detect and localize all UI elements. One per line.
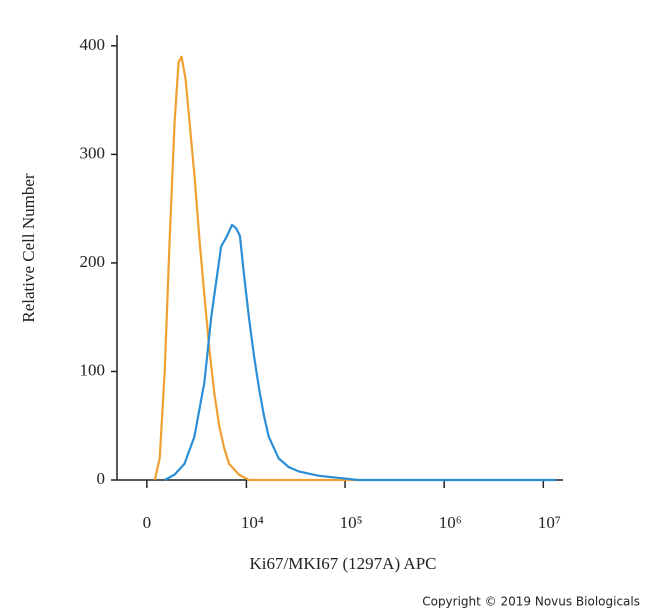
x-tick-label: 10⁴ (241, 513, 264, 532)
y-tick-label: 100 (80, 360, 106, 379)
x-axis-title: Ki67/MKI67 (1297A) APC (249, 554, 436, 573)
histogram-line (153, 55, 556, 482)
y-tick-label: 0 (97, 469, 106, 488)
y-axis-title: Relative Cell Number (19, 173, 38, 323)
histogram-line (164, 223, 556, 482)
x-tick-label: 10⁶ (439, 513, 462, 532)
y-tick-label: 200 (80, 252, 106, 271)
x-tick-label: 10⁵ (340, 513, 363, 532)
y-tick-label: 400 (80, 35, 106, 54)
copyright: Copyright © 2019 Novus Biologicals (422, 595, 640, 609)
x-tick-label: 10⁷ (538, 513, 561, 532)
y-tick-label: 300 (80, 143, 106, 162)
x-tick-label: 0 (143, 513, 152, 532)
